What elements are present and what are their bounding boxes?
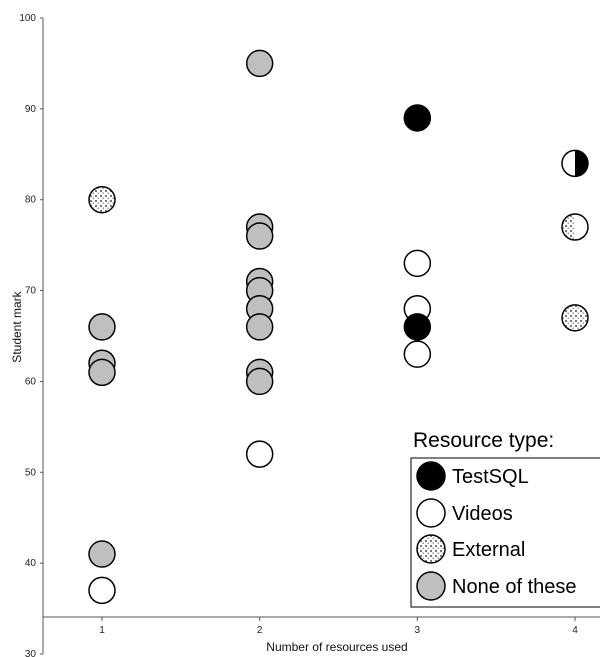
point-none-of-these bbox=[88, 313, 116, 341]
legend-label-videos: Videos bbox=[452, 503, 513, 525]
point-none-of-these bbox=[245, 222, 274, 250]
legend-marker-testsql bbox=[416, 461, 446, 491]
point-none-of-these bbox=[245, 49, 274, 78]
legend-label-none: None of these bbox=[452, 576, 577, 598]
legend-label-testsql: TestSQL bbox=[452, 466, 529, 488]
y-tick-label: 100 bbox=[19, 13, 36, 24]
y-axis-title: Student mark bbox=[10, 290, 24, 362]
y-tick-label: 60 bbox=[25, 376, 37, 387]
legend: Resource type: TestSQL Videos External N… bbox=[410, 429, 600, 608]
point-none-of-these bbox=[245, 367, 274, 396]
point-testsql bbox=[403, 104, 432, 132]
point-external bbox=[561, 304, 589, 332]
legend-marker-none bbox=[416, 571, 446, 601]
y-tick-label: 50 bbox=[25, 467, 37, 478]
point-none-of-these bbox=[88, 358, 116, 387]
x-tick-label: 2 bbox=[257, 625, 263, 636]
x-tick-label: 3 bbox=[415, 625, 421, 636]
x-tick-label: 4 bbox=[572, 625, 578, 636]
point-external bbox=[88, 185, 116, 214]
legend-marker-videos bbox=[416, 498, 446, 528]
y-tick-label: 80 bbox=[25, 195, 37, 206]
point-testsql bbox=[403, 313, 432, 341]
point-videos-external bbox=[561, 213, 589, 241]
axes bbox=[42, 18, 600, 654]
point-videos bbox=[88, 576, 116, 605]
legend-label-external: External bbox=[452, 539, 525, 561]
y-tick-label: 30 bbox=[25, 649, 37, 657]
y-tick-label: 40 bbox=[25, 558, 37, 569]
x-axis-title: Number of resources used bbox=[266, 640, 407, 654]
legend-marker-external bbox=[416, 534, 446, 564]
point-videos bbox=[403, 249, 432, 278]
point-none-of-these bbox=[88, 540, 116, 568]
y-tick-label: 70 bbox=[25, 286, 37, 297]
point-videos bbox=[245, 440, 274, 468]
y-tick-label: 90 bbox=[25, 104, 37, 115]
data-points bbox=[88, 49, 589, 605]
ticks: 30 40 50 60 70 80 90 100 1 2 3 4 bbox=[19, 13, 578, 657]
point-none-of-these bbox=[245, 313, 274, 341]
x-tick-label: 1 bbox=[99, 625, 105, 636]
point-videos bbox=[403, 340, 432, 368]
legend-title: Resource type: bbox=[413, 429, 554, 452]
point-testsql-videos bbox=[561, 149, 589, 178]
